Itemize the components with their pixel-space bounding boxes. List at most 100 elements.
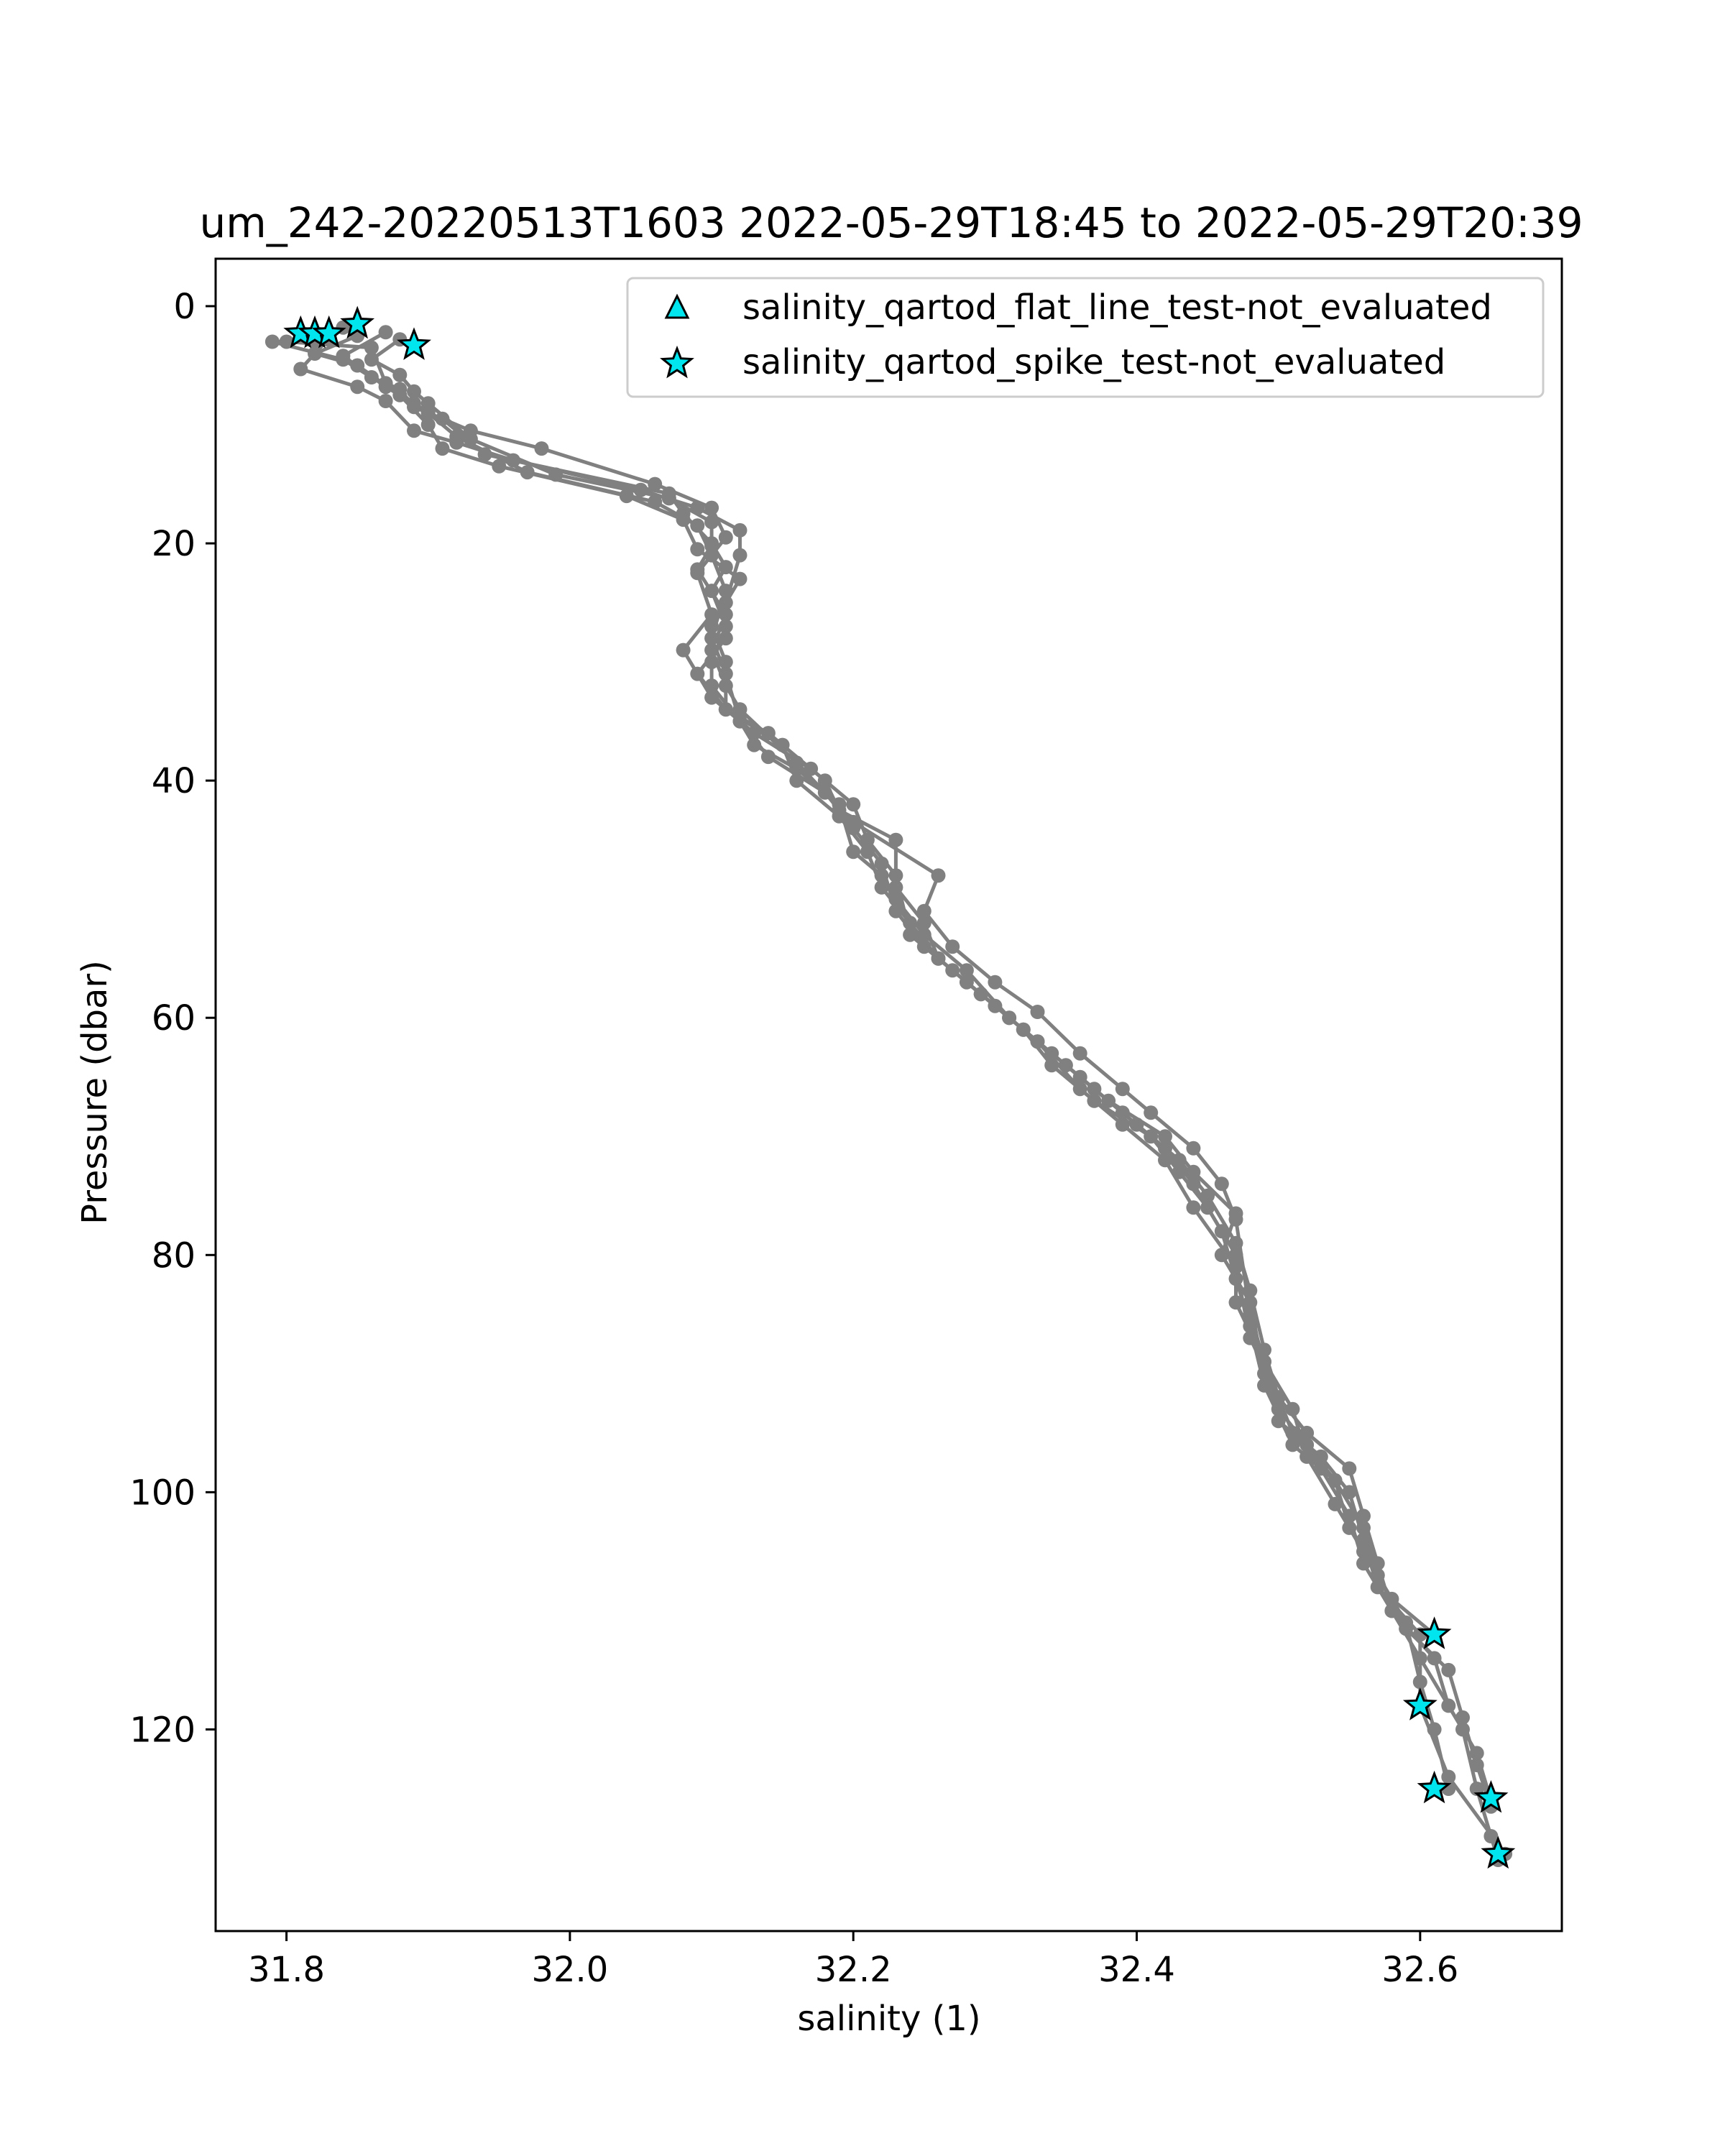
x-tick-label: 32.0: [531, 1950, 608, 1990]
x-tick-label: 32.4: [1098, 1950, 1175, 1990]
legend-triangle-icon: [664, 293, 690, 319]
profile-line: [313, 333, 1436, 1636]
profile-point: [704, 538, 719, 553]
profile-series-5: [364, 332, 1499, 1814]
profile-point: [661, 491, 676, 506]
spike-flag-star: [1402, 1687, 1438, 1720]
profile-point: [718, 584, 733, 599]
profile-point: [1186, 1141, 1201, 1156]
profile-point: [435, 441, 450, 456]
profile-point: [1300, 1425, 1315, 1440]
spike-flag-star: [397, 327, 431, 360]
profile-point: [747, 737, 762, 752]
profile-point: [874, 868, 889, 883]
profile-series-3: [308, 328, 1442, 1642]
spike-flag-star: [1481, 1835, 1516, 1869]
profile-point: [1257, 1354, 1271, 1369]
profile-point: [732, 702, 748, 717]
profile-point: [846, 844, 861, 860]
profile-line: [341, 331, 1500, 1861]
profile-point: [959, 963, 974, 978]
profile-point: [718, 702, 733, 717]
profile-point: [1356, 1520, 1371, 1535]
profile-point: [1285, 1401, 1300, 1416]
profile-point: [1158, 1129, 1172, 1144]
profile-point: [407, 396, 421, 411]
x-tick-label: 31.8: [248, 1950, 325, 1990]
spike-flag-star: [1473, 1780, 1509, 1813]
profile-point: [264, 334, 280, 349]
profile-line: [285, 326, 1450, 1789]
profile-point: [1441, 1662, 1456, 1677]
profile-point: [860, 832, 875, 847]
profile-point: [1399, 1621, 1414, 1636]
profile-point: [1186, 1164, 1201, 1179]
profile-point: [903, 927, 918, 942]
profile-point: [1030, 1034, 1045, 1049]
qartod-flag-layer: [283, 305, 1516, 1869]
profile-point: [732, 522, 748, 538]
y-tick-label: 120: [129, 1710, 196, 1750]
x-axis-label: salinity (1): [797, 1999, 980, 2039]
profile-point: [1342, 1461, 1357, 1476]
profile-series-0: [264, 334, 1499, 1808]
x-axis: 31.8 32.0 32.2 32.4 32.6: [248, 1931, 1458, 1990]
profile-point: [704, 690, 719, 705]
y-tick-label: 100: [129, 1473, 196, 1513]
profile-point: [690, 542, 705, 557]
profile-point: [336, 349, 351, 364]
profile-point: [760, 726, 776, 741]
profile-point: [1144, 1129, 1159, 1144]
profile-point: [407, 384, 421, 399]
profile-point: [1257, 1378, 1271, 1393]
profile-point: [704, 500, 719, 515]
profile-point: [718, 631, 733, 646]
profile-point: [1228, 1259, 1243, 1274]
profile-point: [1072, 1046, 1087, 1061]
profile-point: [378, 325, 393, 340]
profile-point: [1243, 1330, 1258, 1345]
legend-star-icon: [660, 345, 694, 379]
profile-point: [449, 429, 464, 444]
profile-point: [1228, 1212, 1243, 1227]
profile-point: [916, 916, 932, 931]
profile-line: [369, 338, 1493, 1807]
profile-series-layer: [264, 320, 1513, 1867]
profile-point: [1144, 1105, 1159, 1120]
profile-point: [718, 530, 733, 545]
x-tick-label: 32.2: [815, 1950, 892, 1990]
profile-point: [1115, 1082, 1130, 1097]
profile-point: [420, 396, 436, 411]
profile-point: [1072, 1069, 1087, 1084]
profile-point: [1285, 1437, 1300, 1452]
y-tick-label: 80: [152, 1235, 196, 1276]
profile-point: [1158, 1153, 1172, 1168]
profile-point: [1200, 1200, 1215, 1215]
profile-line: [298, 336, 1507, 1856]
profile-point: [407, 423, 421, 438]
profile-point: [1002, 1010, 1017, 1026]
chart-title: um_242-20220513T1603 2022-05-29T18:45 to…: [200, 198, 1583, 247]
profile-point: [846, 814, 861, 829]
profile-point: [1243, 1307, 1258, 1322]
profile-point: [732, 548, 748, 563]
profile-point: [492, 459, 507, 474]
profile-point: [1427, 1722, 1442, 1737]
profile-point: [1412, 1674, 1427, 1690]
profile-point: [364, 352, 379, 367]
profile-point: [832, 797, 847, 812]
profile-point: [888, 832, 903, 847]
profile-point: [548, 467, 564, 482]
profile-point: [718, 607, 733, 622]
profile-point: [732, 714, 748, 729]
profile-point: [732, 571, 748, 586]
profile-point: [945, 939, 960, 954]
profile-point: [1484, 1829, 1499, 1843]
legend-label-flat-line: salinity_qartod_flat_line_test-not_evalu…: [742, 287, 1492, 328]
y-tick-label: 20: [152, 524, 196, 564]
profile-point: [690, 518, 705, 533]
profile-point: [846, 797, 861, 812]
profile-point: [1412, 1651, 1427, 1666]
profile-series-1: [293, 331, 1513, 1861]
profile-point: [378, 379, 393, 395]
